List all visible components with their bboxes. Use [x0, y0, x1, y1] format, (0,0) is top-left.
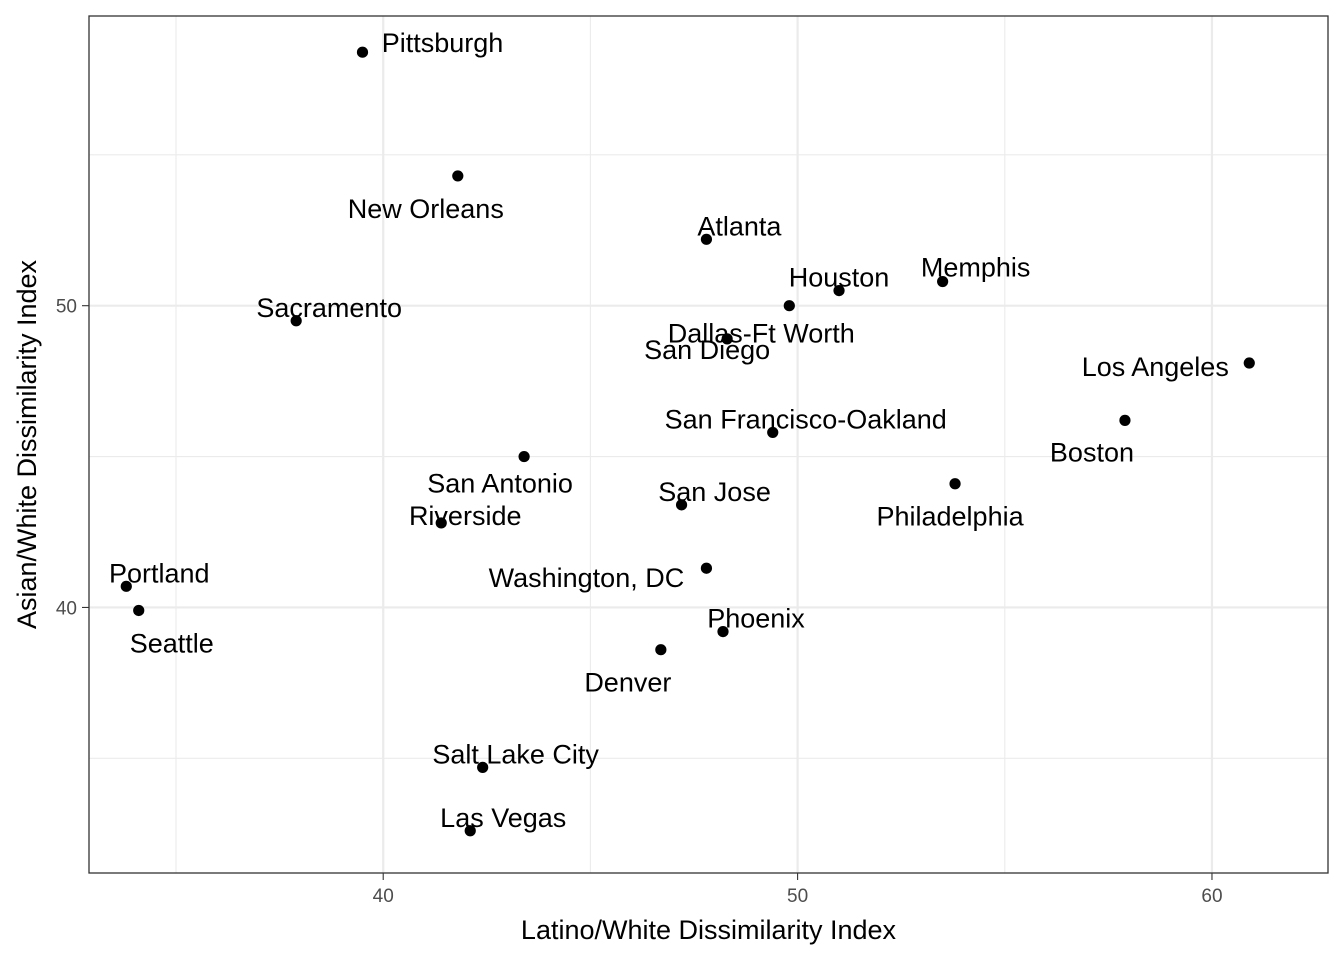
point-label: Pittsburgh — [382, 28, 504, 58]
axis-ticks: 40 50 60 40 50 — [56, 297, 1223, 907]
point-label: New Orleans — [348, 194, 504, 224]
point-label: San Antonio — [427, 469, 573, 499]
data-point — [518, 450, 530, 463]
point-label: San Diego — [644, 335, 770, 365]
data-point — [721, 333, 733, 345]
point-label: Salt Lake City — [432, 739, 599, 769]
point-label: Portland — [109, 558, 210, 588]
point-label: Dallas-Ft Worth — [668, 319, 855, 349]
data-point — [717, 625, 729, 638]
x-tick-label: 40 — [373, 886, 394, 907]
data-point — [949, 478, 961, 490]
data-point — [464, 825, 476, 837]
point-label: San Francisco-Oakland — [665, 404, 947, 434]
data-point — [435, 517, 447, 529]
data-point — [937, 275, 949, 288]
point-label: Seattle — [130, 628, 214, 658]
point-label: Atlanta — [697, 211, 782, 241]
point-labels: Pittsburgh New Orleans Atlanta Memphis Houst… — [109, 28, 1229, 833]
data-point — [452, 170, 464, 182]
data-point — [700, 562, 713, 574]
point-label: Phoenix — [707, 604, 805, 634]
data-point — [767, 426, 779, 439]
data-point — [675, 499, 688, 511]
y-tick-label: 40 — [56, 598, 77, 619]
data-point — [700, 233, 713, 245]
point-label: Las Vegas — [440, 803, 566, 833]
point-label: Washington, DC — [489, 563, 685, 593]
data-point — [1243, 357, 1255, 369]
gridlines — [89, 16, 1328, 873]
point-label: Riverside — [409, 501, 522, 531]
point-label: San Jose — [658, 477, 771, 507]
x-tick-label: 50 — [787, 886, 808, 907]
data-point — [290, 315, 302, 327]
point-label: Boston — [1050, 437, 1134, 467]
x-tick-label: 60 — [1201, 886, 1222, 907]
x-axis-title: Latino/White Dissimilarity Index — [521, 915, 897, 945]
data-point — [1119, 414, 1131, 426]
point-label: Los Angeles — [1082, 352, 1229, 382]
point-label: Houston — [789, 263, 890, 293]
data-point — [477, 761, 489, 773]
data-point — [783, 300, 795, 312]
data-point — [356, 46, 369, 58]
data-point — [655, 644, 667, 656]
data-point — [833, 285, 845, 297]
point-label: Memphis — [921, 253, 1031, 283]
data-points — [120, 46, 1255, 837]
point-label: Philadelphia — [876, 502, 1024, 532]
plot-panel-border — [88, 15, 1329, 874]
point-label: Sacramento — [256, 293, 402, 323]
data-point — [133, 604, 145, 617]
point-label: Denver — [584, 668, 671, 698]
y-axis-title: Asian/White Dissimilarity Index — [12, 259, 42, 629]
data-point — [120, 580, 132, 592]
y-tick-label: 50 — [56, 297, 77, 318]
